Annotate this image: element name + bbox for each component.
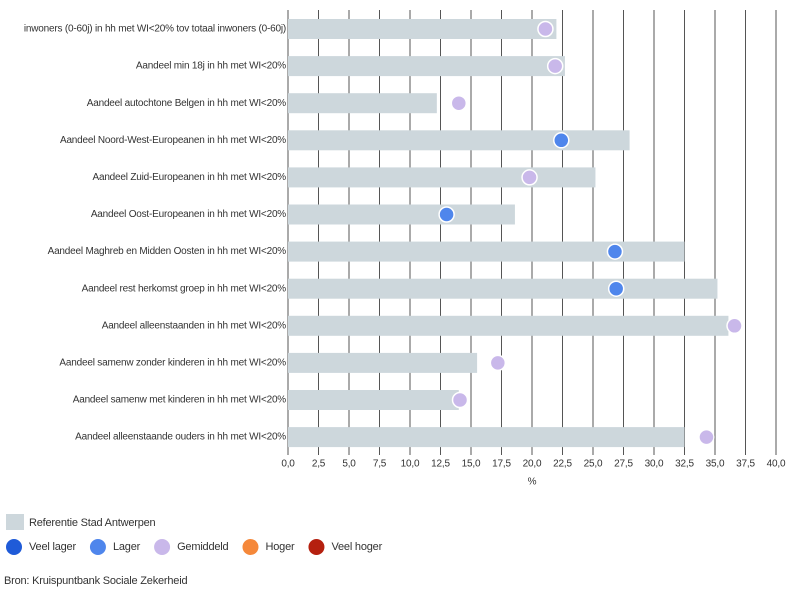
y-tick-label: Aandeel rest herkomst groep in hh met WI… bbox=[82, 283, 287, 294]
legend-marker bbox=[89, 539, 106, 555]
x-tick-label: 10,0 bbox=[401, 459, 420, 470]
bar bbox=[288, 352, 478, 373]
y-tick-label: Aandeel samenw met kinderen in hh met WI… bbox=[73, 395, 287, 406]
x-tick-label: 37,5 bbox=[736, 459, 755, 470]
bar bbox=[288, 130, 630, 151]
x-tick-label: 2,5 bbox=[312, 459, 326, 470]
legend-label: Lager bbox=[113, 541, 141, 553]
y-tick-label: inwoners (0-60j) in hh met WI<20% tov to… bbox=[24, 24, 286, 35]
x-tick-label: 27,5 bbox=[614, 459, 633, 470]
x-tick-label: 12,5 bbox=[431, 459, 450, 470]
y-tick-label: Aandeel Noord-West-Europeanen in hh met … bbox=[60, 135, 286, 146]
bar bbox=[288, 390, 459, 410]
legend-marker bbox=[242, 539, 259, 555]
x-tick-label: 0,0 bbox=[281, 459, 295, 470]
bar bbox=[288, 19, 557, 39]
marker bbox=[726, 317, 743, 335]
legend-marker bbox=[154, 539, 171, 555]
x-tick-label: 22,5 bbox=[553, 459, 572, 470]
marker bbox=[537, 20, 554, 38]
y-tick-label: Aandeel alleenstaanden in hh met WI<20% bbox=[102, 320, 287, 331]
bar bbox=[288, 56, 565, 77]
x-tick-label: 30,0 bbox=[645, 459, 664, 470]
x-tick-label: 35,0 bbox=[706, 459, 725, 470]
legend-marker bbox=[308, 539, 325, 555]
x-tick-label: 25,0 bbox=[584, 459, 603, 470]
marker bbox=[438, 206, 455, 223]
legend-label: Hoger bbox=[265, 541, 294, 553]
bar bbox=[288, 278, 718, 299]
x-tick-label: 15,0 bbox=[462, 459, 481, 470]
x-tick-label: 17,5 bbox=[492, 459, 511, 470]
marker bbox=[698, 428, 715, 446]
y-tick-label: Aandeel alleenstaande ouders in hh met W… bbox=[75, 432, 286, 443]
x-tick-label: 20,0 bbox=[523, 459, 542, 470]
x-tick-label: 32,5 bbox=[675, 459, 694, 470]
legend-label: Gemiddeld bbox=[177, 541, 228, 553]
marker bbox=[546, 57, 564, 75]
y-tick-label: Aandeel Maghreb en Midden Oosten in hh m… bbox=[48, 246, 287, 257]
marker bbox=[607, 280, 625, 297]
bar bbox=[288, 167, 596, 188]
bar bbox=[288, 427, 685, 448]
y-tick-label: Aandeel samenw zonder kinderen in hh met… bbox=[59, 358, 286, 369]
legend-swatch bbox=[6, 514, 24, 530]
marker bbox=[606, 243, 624, 260]
x-tick-label: 7,5 bbox=[373, 459, 387, 470]
legend-label: Veel hoger bbox=[331, 541, 382, 553]
bar bbox=[288, 241, 685, 262]
bar bbox=[288, 204, 515, 225]
x-tick-label: 5,0 bbox=[342, 459, 356, 470]
x-axis-label: % bbox=[528, 477, 537, 488]
source: Bron: Kruispuntbank Sociale Zekerheid bbox=[4, 575, 187, 587]
x-tick-label: 40,0 bbox=[767, 459, 786, 470]
marker bbox=[553, 132, 570, 149]
bar bbox=[288, 315, 729, 336]
bar bbox=[288, 93, 437, 114]
marker bbox=[451, 391, 469, 409]
marker bbox=[521, 169, 538, 186]
legend-label: Veel lager bbox=[29, 541, 76, 553]
marker bbox=[489, 354, 507, 372]
y-tick-label: Aandeel autochtone Belgen in hh met WI<2… bbox=[87, 98, 287, 109]
marker bbox=[450, 94, 468, 112]
y-tick-label: Aandeel Oost-Europeanen in hh met WI<20% bbox=[91, 209, 286, 220]
legend-marker bbox=[6, 539, 22, 555]
y-tick-label: Aandeel Zuid-Europeanen in hh met WI<20% bbox=[92, 172, 286, 183]
y-tick-label: Aandeel min 18j in hh met WI<20% bbox=[136, 61, 286, 72]
legend-label: Referentie Stad Antwerpen bbox=[29, 517, 156, 529]
